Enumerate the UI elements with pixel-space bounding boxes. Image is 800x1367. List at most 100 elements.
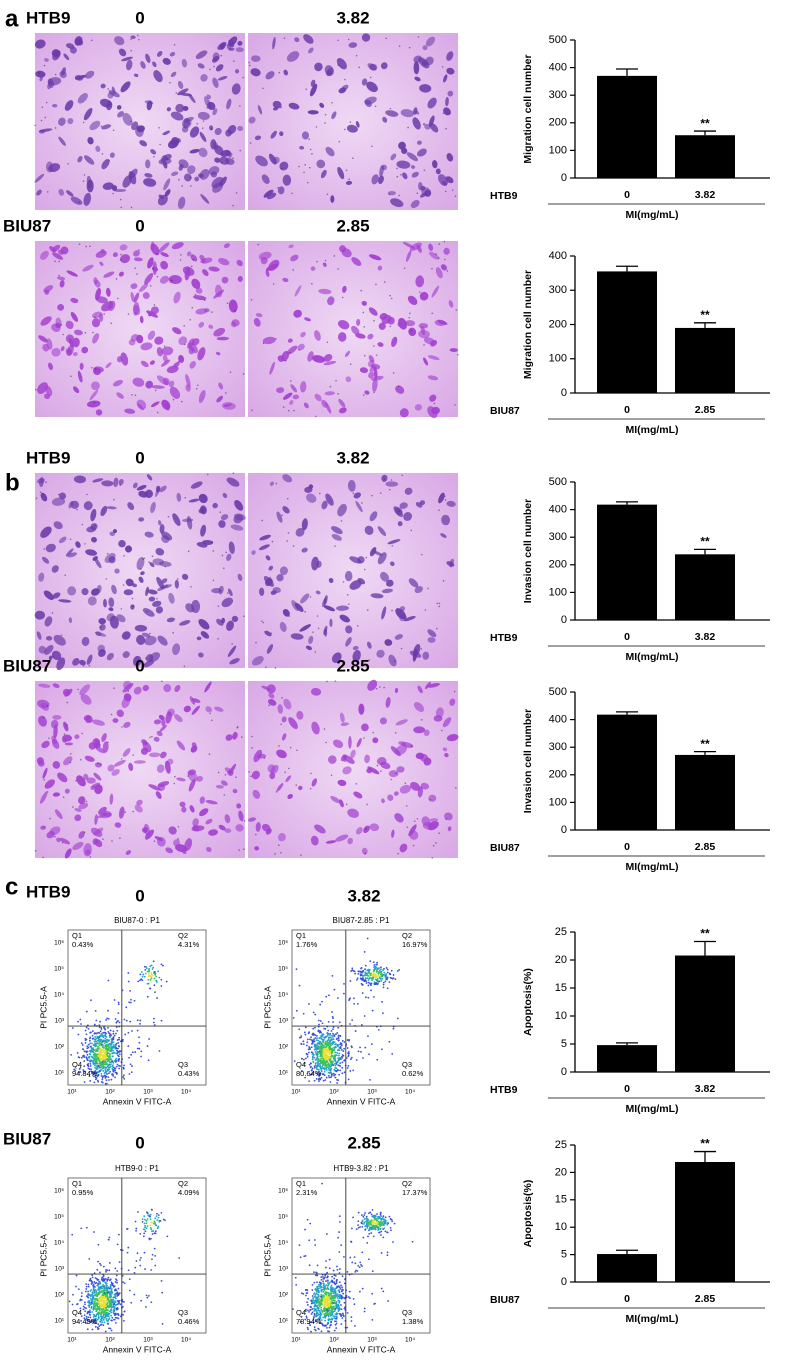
event	[391, 1053, 394, 1055]
cell	[276, 749, 287, 759]
cell	[118, 539, 126, 548]
cell	[225, 734, 233, 741]
event	[332, 1042, 335, 1045]
event	[375, 976, 378, 978]
event	[150, 977, 153, 980]
event	[313, 1326, 316, 1329]
pore	[309, 787, 312, 790]
event	[104, 1294, 107, 1296]
cell	[120, 81, 131, 93]
event	[320, 1330, 323, 1333]
event	[312, 1032, 315, 1035]
event	[398, 968, 401, 971]
event	[337, 1039, 340, 1042]
event	[111, 1060, 114, 1063]
pore	[195, 388, 198, 390]
pore	[144, 663, 146, 666]
pore	[226, 592, 229, 594]
cell	[102, 182, 114, 190]
event	[292, 1016, 295, 1019]
event	[334, 1064, 337, 1067]
event	[110, 1295, 113, 1298]
cell	[424, 681, 432, 690]
cell	[394, 687, 399, 694]
cell	[442, 717, 452, 728]
pore	[120, 253, 122, 256]
event	[307, 1328, 310, 1331]
event	[98, 1032, 101, 1034]
event	[97, 1057, 100, 1060]
cell	[197, 111, 210, 120]
cell	[142, 608, 155, 617]
cell	[285, 775, 292, 783]
pore	[427, 587, 429, 590]
event	[382, 1012, 384, 1015]
cell	[444, 752, 449, 758]
pore	[201, 127, 204, 130]
event	[145, 1306, 147, 1308]
pore	[111, 840, 113, 842]
cell	[133, 292, 140, 303]
pore	[232, 204, 234, 207]
event	[68, 1300, 71, 1303]
pore	[123, 554, 125, 557]
pore	[260, 620, 263, 622]
pore	[82, 121, 85, 124]
event	[78, 1068, 81, 1070]
cell	[399, 502, 408, 509]
event	[96, 1299, 99, 1302]
event	[95, 1290, 98, 1293]
event	[139, 1019, 142, 1022]
event	[86, 1312, 89, 1315]
event	[99, 1020, 101, 1023]
cell	[443, 107, 451, 116]
cell	[339, 245, 347, 253]
pore	[376, 764, 379, 767]
pore	[363, 737, 365, 739]
event	[87, 1301, 90, 1304]
event	[96, 1268, 99, 1271]
pore	[211, 311, 213, 313]
event	[89, 1053, 92, 1056]
event	[105, 1072, 108, 1075]
cell	[74, 808, 82, 812]
event	[106, 1311, 109, 1314]
event	[89, 1316, 92, 1319]
cell	[418, 329, 430, 339]
event	[361, 992, 364, 994]
event	[329, 1049, 332, 1052]
cell	[60, 346, 65, 352]
micrograph-background	[248, 473, 458, 668]
event	[149, 978, 152, 981]
event	[337, 1036, 340, 1038]
pore	[58, 493, 60, 496]
event	[373, 964, 376, 966]
event	[85, 1283, 88, 1285]
event	[320, 1057, 322, 1060]
event	[312, 1321, 315, 1324]
cell	[377, 265, 383, 271]
cell	[96, 584, 102, 594]
cell	[44, 779, 55, 789]
cell	[154, 336, 164, 345]
event	[106, 1308, 109, 1311]
pore	[438, 509, 440, 511]
event	[108, 1262, 111, 1264]
event	[360, 1024, 363, 1026]
pore	[251, 735, 253, 738]
event	[94, 1304, 97, 1307]
event	[330, 1076, 332, 1079]
cell	[236, 803, 242, 809]
event	[321, 1000, 323, 1003]
pore	[257, 243, 260, 246]
event	[366, 937, 369, 940]
cell	[158, 714, 165, 721]
cell	[301, 131, 310, 140]
pore	[156, 597, 158, 600]
cell	[301, 518, 308, 531]
cell	[132, 377, 145, 387]
event	[87, 1046, 90, 1049]
cell	[339, 712, 345, 723]
cell	[40, 526, 52, 538]
cell	[199, 131, 207, 143]
